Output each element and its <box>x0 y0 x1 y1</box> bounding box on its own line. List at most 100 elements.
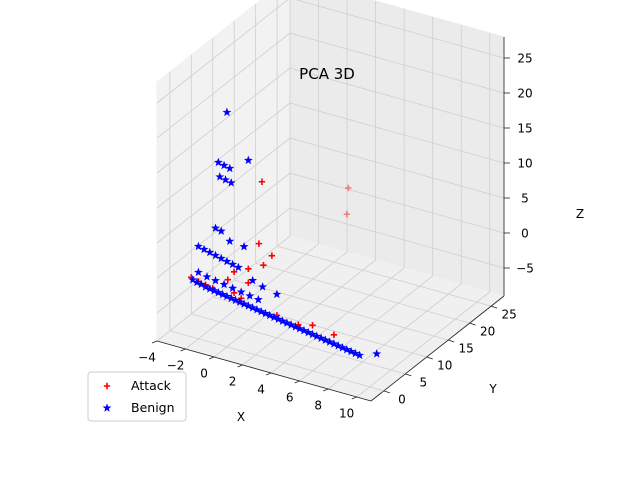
benign-point <box>226 293 236 303</box>
benign-point <box>222 107 232 117</box>
benign-point <box>235 297 245 306</box>
benign-point <box>218 289 228 299</box>
grid-line-x <box>327 283 462 390</box>
attack-point <box>343 211 351 218</box>
attack-point <box>245 265 252 273</box>
grid-line-z <box>156 67 291 174</box>
series-benign <box>188 107 382 360</box>
x-tick-label: 2 <box>229 375 237 389</box>
x-tick-mark <box>237 364 243 368</box>
legend: Attack Benign <box>87 371 187 422</box>
grid-line-x <box>213 251 348 358</box>
benign-point <box>252 305 262 314</box>
x-tick-label: −2 <box>167 359 185 373</box>
benign-point <box>225 236 235 246</box>
legend-frame <box>87 371 187 422</box>
y-tick-label: 25 <box>501 308 516 322</box>
benign-point <box>211 250 220 260</box>
benign-point <box>346 346 356 356</box>
attack-point <box>238 295 245 302</box>
benign-point <box>243 301 253 310</box>
benign-point <box>245 291 255 300</box>
benign-point <box>303 327 313 337</box>
benign-point <box>216 253 226 263</box>
benign-point <box>201 282 211 291</box>
x-tick-label: 8 <box>314 399 322 413</box>
chart-title: PCA 3D <box>299 65 355 83</box>
benign-point <box>260 308 270 318</box>
benign-point <box>193 241 203 251</box>
attack-point <box>255 240 263 247</box>
benign-point <box>256 306 266 316</box>
x-tick-label: 4 <box>257 383 265 397</box>
benign-point <box>226 178 236 187</box>
benign-point <box>213 287 223 297</box>
y-tick-label: 20 <box>480 325 495 339</box>
x-axis-label: X <box>237 410 245 424</box>
z-tick-label: 25 <box>517 52 532 66</box>
benign-point <box>202 272 212 281</box>
grid-line-z <box>289 32 505 94</box>
grid-line-x <box>242 259 376 366</box>
attack-point <box>309 322 316 329</box>
benign-point <box>219 279 229 289</box>
x-tick-label: 6 <box>286 391 294 405</box>
y-axis-label: Y <box>488 382 497 396</box>
x-tick-mark <box>323 388 329 392</box>
attack-point <box>345 184 352 192</box>
benign-point <box>196 279 206 289</box>
benign-point <box>231 295 240 305</box>
legend-label-benign: Benign <box>131 400 175 415</box>
grid-line-y <box>255 262 470 324</box>
benign-point <box>205 284 215 293</box>
grid-line-z <box>156 137 291 244</box>
x-tick-label: 10 <box>339 407 354 421</box>
grid-line-y <box>277 245 492 307</box>
y-tick-label: 0 <box>398 392 406 406</box>
x-tick-mark <box>265 372 272 376</box>
x-tick-mark <box>180 348 186 352</box>
x-tick-label: −4 <box>138 351 156 365</box>
y-tick-mark <box>491 305 498 309</box>
legend-label-attack: Attack <box>131 378 172 393</box>
benign-point <box>312 331 322 341</box>
y-tick-mark <box>469 322 476 326</box>
benign-point <box>295 324 305 333</box>
benign-point <box>199 244 209 254</box>
benign-point <box>248 275 258 285</box>
benign-point <box>316 333 326 343</box>
grid-line-z <box>156 172 291 279</box>
y-tick-mark <box>448 339 455 343</box>
benign-point <box>213 157 223 167</box>
z-tick-label: 0 <box>521 227 529 241</box>
benign-point <box>320 335 330 344</box>
grid-line-z <box>289 102 505 164</box>
benign-point <box>236 287 246 296</box>
benign-point <box>253 294 263 304</box>
benign-point <box>222 291 232 301</box>
x-tick-mark <box>208 356 215 360</box>
benign-point <box>219 160 229 170</box>
benign-point <box>325 337 335 346</box>
attack-point <box>224 276 231 283</box>
attack-point <box>330 331 338 339</box>
benign-point <box>265 310 275 320</box>
benign-point <box>342 344 352 354</box>
legend-marker-benign <box>102 403 112 412</box>
attack-point <box>260 261 267 269</box>
grid-line-z <box>156 102 291 209</box>
grid-line-z <box>289 172 505 234</box>
grid-line-z <box>289 207 505 269</box>
benign-point <box>205 247 215 257</box>
grid-lines <box>156 0 505 398</box>
benign-point <box>278 316 288 325</box>
grid-line-x <box>299 275 433 382</box>
attack-point <box>268 252 276 259</box>
benign-point <box>209 286 219 295</box>
grid-line-x <box>270 267 405 374</box>
y-tick-label: 5 <box>419 375 427 389</box>
benign-point <box>248 303 258 312</box>
benign-point <box>350 348 360 358</box>
grid-line-z <box>156 32 291 139</box>
